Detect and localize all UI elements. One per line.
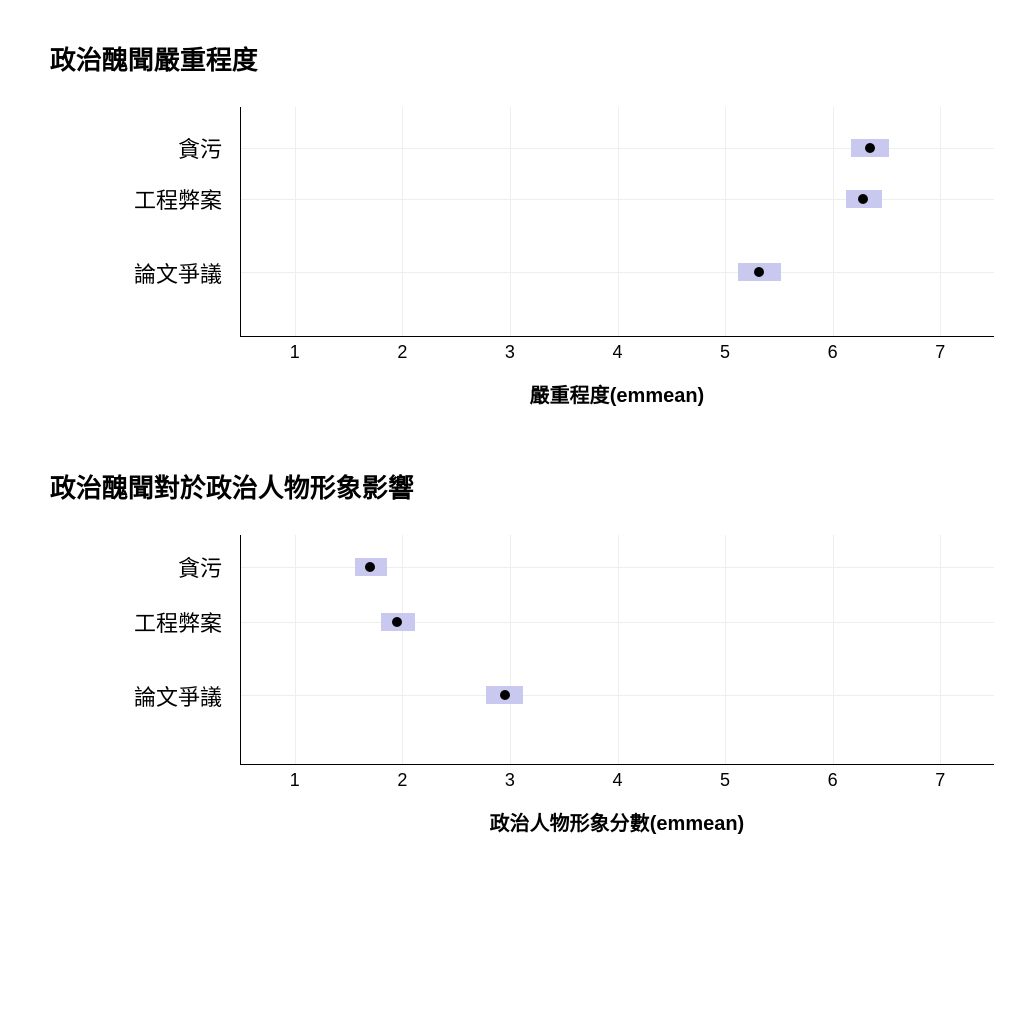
x-ticks: 1 2 3 4 5 6 7 <box>241 764 994 790</box>
x-tick-label: 6 <box>828 342 838 363</box>
gridline-horizontal <box>241 272 994 273</box>
chart-body: 貪污 工程弊案 論文爭議 1234567 <box>30 107 994 337</box>
gridline-vertical <box>402 107 403 336</box>
gridline-horizontal <box>241 622 994 623</box>
point-estimate <box>500 690 510 700</box>
plot-area: 1234567 <box>240 535 994 765</box>
y-label: 工程弊案 <box>134 183 222 215</box>
chart-title: 政治醜聞嚴重程度 <box>50 40 994 77</box>
x-tick-label: 5 <box>720 342 730 363</box>
y-axis-labels: 貪污 工程弊案 論文爭議 <box>30 107 240 337</box>
x-tick-label: 2 <box>397 342 407 363</box>
chart-title: 政治醜聞對於政治人物形象影響 <box>50 468 994 505</box>
x-tick-label: 2 <box>397 770 407 791</box>
x-tick-label: 7 <box>935 770 945 791</box>
chart-image-impact: 政治醜聞對於政治人物形象影響 貪污 工程弊案 論文爭議 1234567 政治人物… <box>30 468 994 836</box>
y-label: 論文爭議 <box>134 257 222 289</box>
page: 政治醜聞嚴重程度 貪污 工程弊案 論文爭議 1234567 嚴重程度(emmea… <box>0 0 1024 1024</box>
point-estimate <box>365 562 375 572</box>
y-axis-labels: 貪污 工程弊案 論文爭議 <box>30 535 240 765</box>
gridline-horizontal <box>241 695 994 696</box>
gridline-vertical <box>510 535 511 764</box>
gridline-vertical <box>940 107 941 336</box>
x-tick-label: 1 <box>290 342 300 363</box>
x-tick-label: 4 <box>612 342 622 363</box>
gridline-vertical <box>618 107 619 336</box>
gridline-vertical <box>618 535 619 764</box>
gridline-vertical <box>402 535 403 764</box>
gridline-vertical <box>940 535 941 764</box>
point-estimate <box>865 143 875 153</box>
point-estimate <box>392 617 402 627</box>
x-tick-label: 4 <box>612 770 622 791</box>
gridline-vertical <box>725 535 726 764</box>
chart-severity: 政治醜聞嚴重程度 貪污 工程弊案 論文爭議 1234567 嚴重程度(emmea… <box>30 40 994 408</box>
y-label: 工程弊案 <box>134 606 222 638</box>
chart-body: 貪污 工程弊案 論文爭議 1234567 <box>30 535 994 765</box>
gridline-vertical <box>833 107 834 336</box>
gridline-vertical <box>295 107 296 336</box>
gridline-vertical <box>833 535 834 764</box>
gridline-vertical <box>510 107 511 336</box>
gridline-vertical <box>295 535 296 764</box>
x-tick-label: 1 <box>290 770 300 791</box>
y-label: 論文爭議 <box>134 680 222 712</box>
gridline-horizontal <box>241 567 994 568</box>
x-tick-label: 3 <box>505 342 515 363</box>
y-label: 貪污 <box>178 551 222 583</box>
x-axis-label: 政治人物形象分數(emmean) <box>240 807 994 836</box>
plot-area: 1234567 <box>240 107 994 337</box>
x-tick-label: 7 <box>935 342 945 363</box>
point-estimate <box>858 194 868 204</box>
x-tick-label: 6 <box>828 770 838 791</box>
x-tick-label: 3 <box>505 770 515 791</box>
point-estimate <box>754 267 764 277</box>
x-axis-label: 嚴重程度(emmean) <box>240 379 994 408</box>
gridline-vertical <box>725 107 726 336</box>
x-ticks: 1 2 3 4 5 6 7 <box>241 336 994 362</box>
x-tick-label: 5 <box>720 770 730 791</box>
y-label: 貪污 <box>178 132 222 164</box>
